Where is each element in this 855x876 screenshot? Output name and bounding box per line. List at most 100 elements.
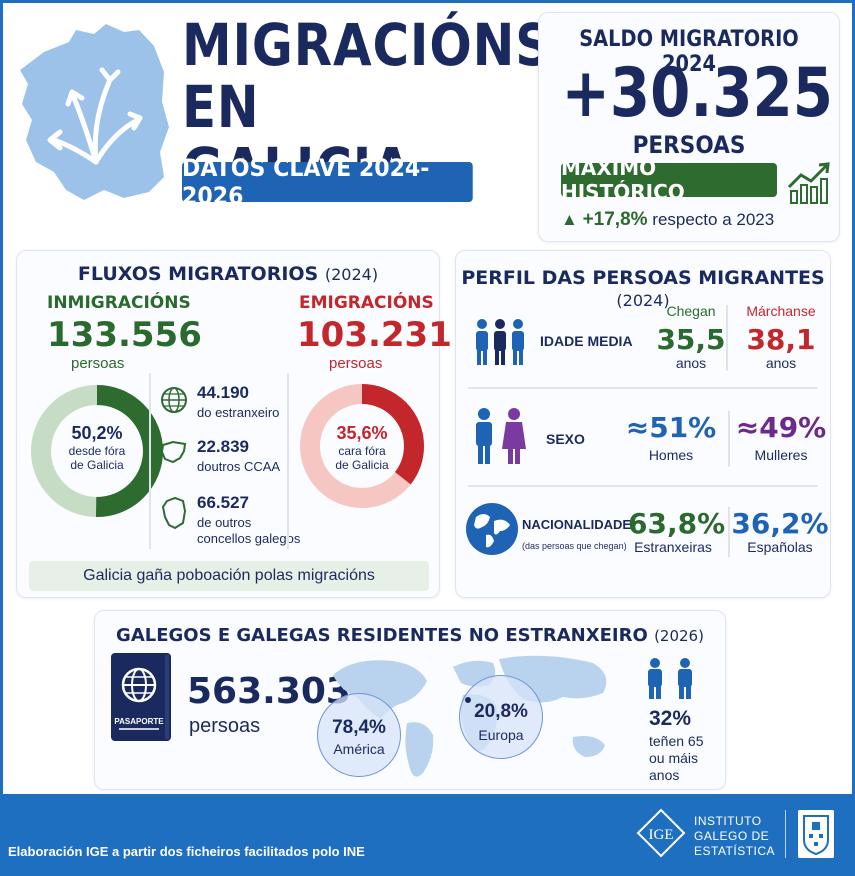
sexo-homes-label: Homes: [648, 447, 694, 463]
inmigracions-donut: [31, 385, 163, 517]
idade-marchanse-unit: anos: [765, 355, 797, 371]
growth-pct: +17,8%: [582, 209, 648, 230]
idade-chegan: 35,5: [656, 323, 726, 356]
sexo-homes-value: ≈51%: [625, 411, 717, 444]
nac-estranxeiras-value: 63,8%: [628, 507, 726, 540]
ige-logo-icon: IGE: [636, 808, 686, 858]
origin-concellos-value: 66.527: [197, 493, 249, 512]
saldo-title-text: SALDO MIGRATORIO: [579, 27, 799, 52]
residentes-unit: persoas: [189, 715, 261, 737]
divider: [149, 373, 151, 549]
residentes-year: (2026): [654, 627, 704, 645]
passport-icon: [111, 653, 171, 741]
gana-poboacion-banner: Galicia gaña poboación polas migracións: [29, 561, 429, 591]
ige-org-line3: ESTATÍSTICA: [694, 844, 776, 858]
residentes-value: 563.303: [187, 671, 351, 712]
fluxos-title: FLUXOS MIGRATORIOS (2024): [17, 263, 439, 285]
perfil-migrantes-card: PERFIL DAS PERSOAS MIGRANTES (2024) IDAD…: [455, 250, 831, 598]
inmigracions-donut-arc: [31, 385, 163, 517]
inmigracions-donut-text1: desde fóra: [68, 444, 126, 458]
saldo-migratorio-card: SALDO MIGRATORIO 2024 +30.325 PERSOAS MÁ…: [538, 12, 840, 242]
passport-label: PASAPORTE: [114, 717, 164, 726]
nac-espanolas-value: 36,2%: [731, 507, 829, 540]
fluxos-year: (2024): [324, 265, 379, 284]
emigracions-donut-arc: [300, 384, 424, 508]
xunta-crest-icon: [798, 810, 834, 858]
emigracions-label: EMIGRACIÓNS: [299, 293, 434, 313]
senior-pct: 32%: [649, 707, 692, 730]
perfil-title-text: PERFIL DAS PERSOAS MIGRANTES: [461, 267, 825, 289]
europa-label: Europa: [478, 727, 524, 743]
galicia-map-arrows-icon: [20, 24, 169, 200]
inmigracions-donut-text2: de Galicia: [70, 458, 124, 472]
senior-text3: anos: [649, 767, 680, 783]
emigracions-donut: [300, 384, 424, 508]
origin-estranxeiro-label: do estranxeiro: [197, 405, 280, 420]
growth-line: ▲ +17,8% respecto a 2023: [561, 209, 774, 231]
people-group-icon: [476, 319, 524, 365]
growth-chart-icon: [787, 162, 830, 204]
saldo-unit: PERSOAS: [632, 131, 746, 159]
inmigracions-donut-label: 50,2% desde fóra de Galicia: [27, 423, 167, 472]
emigracions-donut-pct: 35,6%: [336, 423, 388, 443]
perfil-title: PERFIL DAS PERSOAS MIGRANTES (2024): [456, 267, 830, 311]
elderly-people-icon: [648, 658, 692, 699]
saldo-year: 2024: [662, 52, 716, 77]
origin-estranxeiro-value: 44.190: [197, 383, 249, 402]
origin-concellos-label1: de outros: [197, 515, 252, 530]
divider: [287, 373, 289, 549]
inmigracions-value: 133.556: [47, 315, 202, 355]
origin-concellos-label2: concellos galegos: [197, 531, 301, 546]
growth-text: respecto a 2023: [652, 210, 775, 229]
sexo-label: SEXO: [546, 431, 585, 447]
europa-pct: 20,8%: [474, 701, 528, 722]
galicia-dot: [465, 697, 471, 703]
ige-org-name: INSTITUTO GALEGO DE ESTATÍSTICA: [694, 814, 775, 859]
title-line-1: MIGRACIÓNS: [182, 11, 552, 79]
senior-text1: teñen 65: [649, 733, 704, 749]
fluxos-title-text: FLUXOS MIGRATORIOS: [77, 263, 319, 285]
footer-divider: [785, 810, 786, 858]
senior-text2: ou máis: [649, 750, 699, 766]
america-bubble: [317, 693, 401, 777]
sexo-mulleres-value: ≈49%: [735, 411, 827, 444]
nacionalidade-label: NACIONALIDADE: [522, 517, 632, 532]
spain-map-icon: [160, 440, 187, 464]
footer-source-note: Elaboración IGE a partir dos ficheiros f…: [8, 844, 365, 859]
footer-bar: Elaboración IGE a partir dos ficheiros f…: [0, 794, 855, 876]
inmigracions-label: INMIGRACIÓNS: [47, 293, 191, 313]
residentes-title: GALEGOS E GALEGAS RESIDENTES NO ESTRANXE…: [95, 625, 725, 646]
nac-estranxeiras-label: Estranxeiras: [634, 539, 712, 555]
divider: [468, 485, 818, 487]
globe-icon: [161, 387, 187, 413]
fluxos-migratorios-card: FLUXOS MIGRATORIOS (2024) INMIGRACIÓNS 1…: [16, 250, 452, 598]
idade-chegan-unit: anos: [675, 355, 707, 371]
residentes-title-text: GALEGOS E GALEGAS RESIDENTES NO ESTRANXE…: [116, 625, 648, 646]
ige-org-line2: GALEGO DE: [694, 829, 770, 843]
idade-label: IDADE MEDIA: [540, 333, 633, 349]
emigracions-donut-label: 35,6% cara fóra de Galicia: [297, 423, 427, 472]
divider: [726, 305, 728, 371]
sexo-mulleres-label: Mulleres: [754, 447, 808, 463]
divider: [468, 387, 818, 389]
ige-org-line1: INSTITUTO: [694, 814, 762, 828]
america-label: América: [333, 741, 385, 757]
col-marchanse: Márchanse: [746, 303, 816, 319]
perfil-year: (2024): [616, 291, 670, 310]
emigracions-value: 103.231: [297, 315, 452, 355]
america-pct: 78,4%: [332, 717, 386, 738]
emigracions-donut-text2: de Galicia: [335, 458, 389, 472]
saldo-title: SALDO MIGRATORIO 2024: [557, 27, 821, 77]
col-chegan: Chegan: [666, 303, 716, 319]
emigracions-unit: persoas: [329, 355, 383, 372]
nac-espanolas-label: Españolas: [747, 539, 813, 555]
galicia-map-icon: [161, 496, 187, 530]
nacionalidade-sublabel: (das persoas que chegan): [522, 541, 627, 551]
saldo-value: +30.325: [561, 54, 833, 133]
maximo-historico-badge: MÁXIMO HISTÓRICO: [561, 156, 777, 204]
inmigracions-unit: persoas: [71, 355, 125, 372]
origin-ccaa-label: doutros CCAA: [197, 459, 281, 474]
divider: [728, 507, 730, 557]
earth-globe-icon: [466, 503, 518, 555]
